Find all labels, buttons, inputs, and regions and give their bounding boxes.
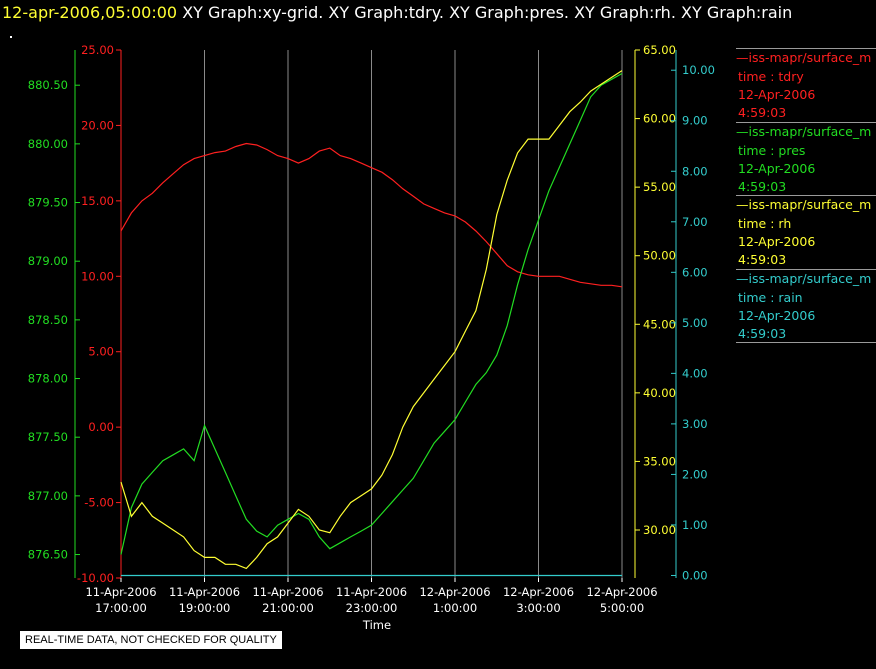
pres-tick-label: 880.50	[28, 78, 68, 92]
x-tick-date: 11-Apr-2006	[85, 585, 156, 599]
quality-disclaimer: REAL-TIME DATA, NOT CHECKED FOR QUALITY	[20, 631, 282, 649]
rh-tick-label: 30.00	[643, 523, 676, 537]
pres-tick-label: 879.00	[28, 254, 68, 268]
legend: —iss-mapr/surface_m time : tdry 12-Apr-2…	[736, 48, 876, 343]
series-tdry-line	[120, 142, 623, 288]
x-tick-time: 3:00:00	[516, 601, 560, 615]
header-graph-list: XY Graph:xy-grid. XY Graph:tdry. XY Grap…	[182, 3, 793, 22]
legend-entry-tdry[interactable]: —iss-mapr/surface_m time : tdry 12-Apr-2…	[736, 48, 876, 122]
rain-tick-label: 8.00	[682, 164, 708, 178]
header-timestamp: 12-apr-2006,05:00:00	[2, 3, 178, 22]
x-tick-time: 21:00:00	[262, 601, 314, 615]
x-tick-time: 19:00:00	[179, 601, 231, 615]
rh-tick-label: 45.00	[643, 317, 676, 331]
tdry-tick-label: 0.00	[88, 420, 114, 434]
graph-header: 12-apr-2006,05:00:00 XY Graph:xy-grid. X…	[2, 3, 792, 22]
rh-tick-label: 65.00	[643, 43, 676, 57]
legend-time: 4:59:03	[738, 325, 787, 341]
legend-entry-pres[interactable]: —iss-mapr/surface_m time : pres 12-Apr-2…	[736, 121, 876, 196]
rh-tick-label: 50.00	[643, 249, 676, 263]
legend-variable: time : rh	[738, 216, 792, 231]
rh-tick-label: 60.00	[643, 112, 676, 126]
pres-tick-label: 877.50	[28, 430, 68, 444]
rain-tick-label: 1.00	[682, 518, 708, 532]
tdry-tick-label: 10.00	[81, 269, 114, 283]
rain-tick-label: 2.00	[682, 467, 708, 481]
x-tick-time: 23:00:00	[346, 601, 398, 615]
legend-entry-rh[interactable]: —iss-mapr/surface_m time : rh 12-Apr-200…	[736, 195, 876, 269]
series-pres-line	[120, 72, 623, 555]
pres-tick-label: 877.00	[28, 489, 68, 503]
legend-date: 12-Apr-2006	[738, 160, 816, 176]
legend-time: 4:59:03	[738, 105, 787, 120]
legend-date: 12-Apr-2006	[738, 234, 816, 249]
legend-series-name: —iss-mapr/surface_m	[736, 270, 872, 286]
legend-date: 12-Apr-2006	[738, 307, 816, 323]
pres-tick-label: 878.50	[28, 313, 68, 327]
legend-variable: time : pres	[738, 142, 806, 158]
tdry-tick-label: 20.00	[81, 118, 114, 132]
x-tick-date: 12-Apr-2006	[586, 585, 657, 599]
rh-tick-label: 35.00	[643, 454, 676, 468]
legend-variable: time : rain	[738, 289, 803, 305]
rain-tick-label: 5.00	[682, 316, 708, 330]
rain-tick-label: 4.00	[682, 366, 708, 380]
x-tick-time: 5:00:00	[600, 601, 644, 615]
x-tick-date: 11-Apr-2006	[336, 585, 407, 599]
pres-tick-label: 876.50	[28, 548, 68, 562]
x-tick-date: 11-Apr-2006	[252, 585, 323, 599]
pres-tick-label: 879.50	[28, 196, 68, 210]
legend-time: 4:59:03	[738, 252, 787, 267]
legend-series-name: —iss-mapr/surface_m	[736, 50, 872, 65]
rh-tick-label: 40.00	[643, 386, 676, 400]
x-tick-date: 12-Apr-2006	[503, 585, 574, 599]
x-tick-time: 1:00:00	[433, 601, 477, 615]
rain-tick-label: 0.00	[682, 568, 708, 582]
x-tick-time: 17:00:00	[95, 601, 147, 615]
rain-tick-label: 9.00	[682, 114, 708, 128]
x-axis-label: Time	[362, 618, 391, 632]
rh-tick-label: 55.00	[643, 180, 676, 194]
rain-tick-label: 10.00	[682, 63, 715, 77]
x-tick-date: 12-Apr-2006	[419, 585, 490, 599]
tdry-tick-label: 25.00	[81, 43, 114, 57]
legend-series-name: —iss-mapr/surface_m	[736, 197, 872, 212]
rain-tick-label: 7.00	[682, 215, 708, 229]
series-rh-line	[120, 70, 623, 570]
legend-date: 12-Apr-2006	[738, 87, 816, 102]
tdry-tick-label: 5.00	[88, 345, 114, 359]
tdry-tick-label: 15.00	[81, 194, 114, 208]
tdry-tick-label: -10.00	[77, 571, 114, 585]
legend-variable: time : tdry	[738, 69, 804, 84]
legend-end-divider	[736, 342, 876, 343]
pres-tick-label: 878.00	[28, 372, 68, 386]
legend-series-name: —iss-mapr/surface_m	[736, 123, 872, 139]
tdry-tick-label: -5.00	[84, 496, 114, 510]
rain-tick-label: 6.00	[682, 265, 708, 279]
x-tick-date: 11-Apr-2006	[169, 585, 240, 599]
legend-time: 4:59:03	[738, 178, 787, 194]
rain-tick-label: 3.00	[682, 417, 708, 431]
legend-entry-rain[interactable]: —iss-mapr/surface_m time : rain 12-Apr-2…	[736, 268, 876, 343]
marker-dot	[10, 36, 12, 38]
pres-tick-label: 880.00	[28, 137, 68, 151]
